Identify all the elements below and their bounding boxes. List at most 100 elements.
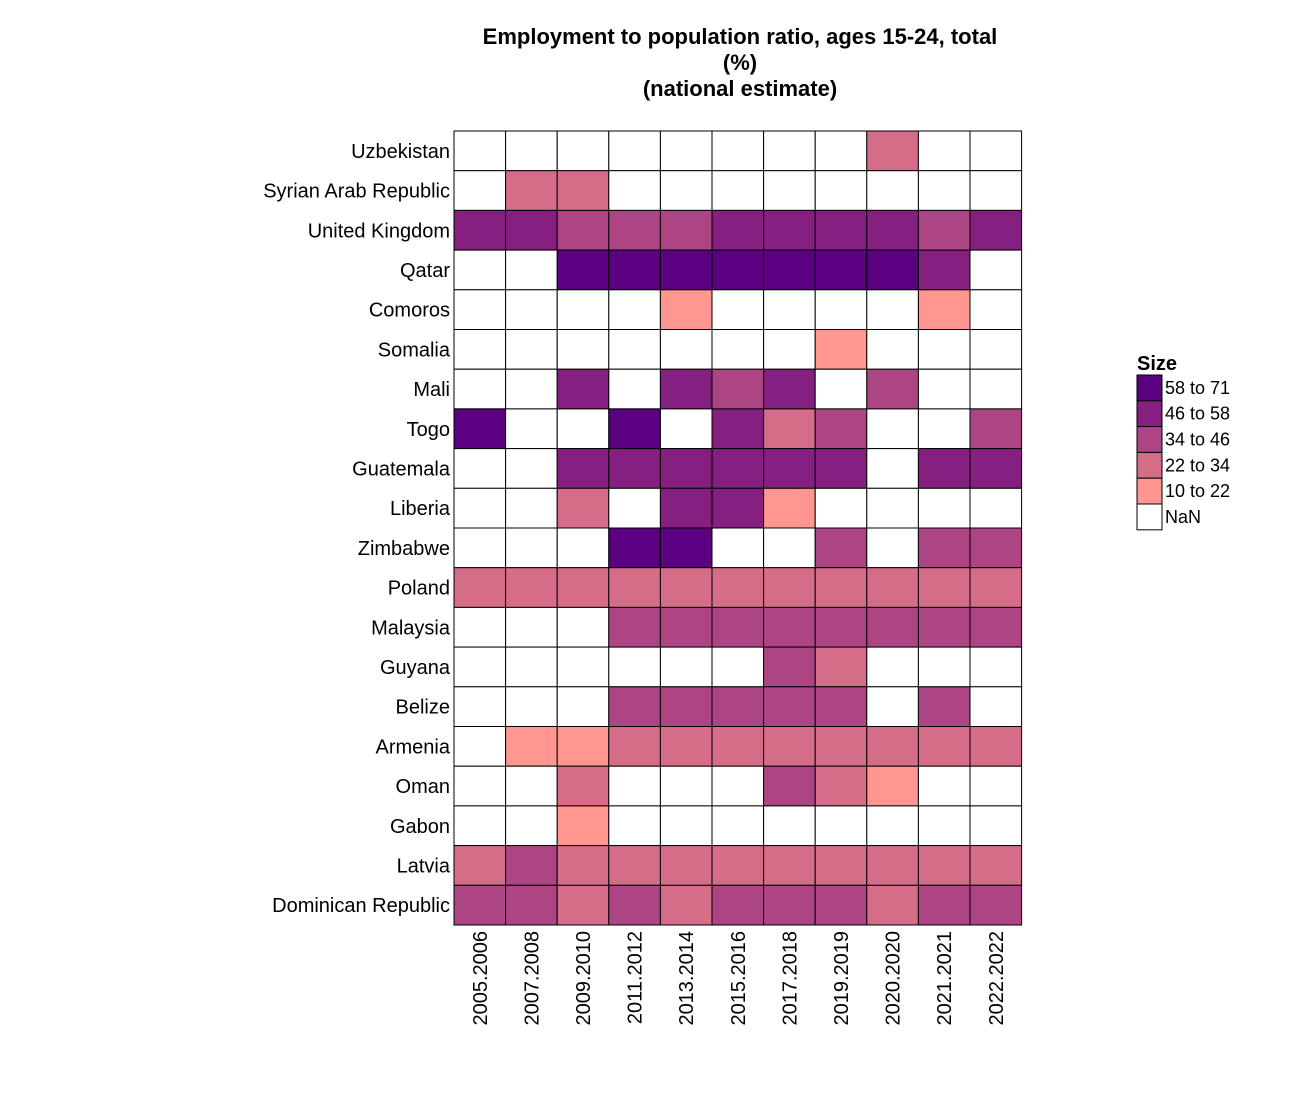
heatmap-cell-syrian-arab-republic-2009-2010 xyxy=(556,170,610,211)
heatmap-cell-dominican-republic-2019-2019 xyxy=(814,884,868,926)
heatmap-cell-qatar-2007-2008 xyxy=(505,249,558,291)
heatmap-cell-malaysia-2007-2008 xyxy=(505,606,558,648)
heatmap-cell-guatemala-2017-2018 xyxy=(763,448,816,489)
heatmap-cell-latvia-2005-2006 xyxy=(453,845,507,886)
heatmap-cell-united-kingdom-2019-2019 xyxy=(814,209,868,251)
legend-swatch-46-to-58 xyxy=(1136,400,1163,428)
heatmap-cell-zimbabwe-2022-2022 xyxy=(969,527,1023,569)
heatmap-cell-togo-2021-2021 xyxy=(917,408,971,450)
heatmap-cell-gabon-2019-2019 xyxy=(814,805,868,847)
heatmap-cell-liberia-2007-2008 xyxy=(505,487,558,529)
heatmap-cell-somalia-2007-2008 xyxy=(505,329,558,370)
heatmap-cell-malaysia-2011-2012 xyxy=(608,606,661,648)
heatmap-cell-liberia-2022-2022 xyxy=(969,487,1023,529)
column-label-2005-2006: 2005.2006 xyxy=(470,931,492,1026)
heatmap-cell-mali-2005-2006 xyxy=(453,368,507,410)
heatmap-cell-qatar-2005-2006 xyxy=(453,249,507,291)
heatmap-cell-togo-2022-2022 xyxy=(969,408,1023,450)
heatmap-cell-mali-2011-2012 xyxy=(608,368,661,410)
heatmap-cell-dominican-republic-2022-2022 xyxy=(969,884,1023,926)
heatmap-cell-poland-2013-2014 xyxy=(659,567,713,608)
heatmap-cell-togo-2013-2014 xyxy=(659,408,713,450)
heatmap-cell-qatar-2017-2018 xyxy=(763,249,816,291)
heatmap-cell-guyana-2017-2018 xyxy=(763,646,816,688)
heatmap-cell-armenia-2019-2019 xyxy=(814,726,868,767)
heatmap-cell-liberia-2021-2021 xyxy=(917,487,971,529)
heatmap-cell-somalia-2013-2014 xyxy=(659,329,713,370)
heatmap-cell-mali-2022-2022 xyxy=(969,368,1023,410)
heatmap-cell-poland-2021-2021 xyxy=(917,567,971,608)
heatmap-cell-gabon-2022-2022 xyxy=(969,805,1023,847)
heatmap-cell-comoros-2009-2010 xyxy=(556,289,610,330)
heatmap-cell-uzbekistan-2009-2010 xyxy=(556,130,610,172)
heatmap-cell-liberia-2020-2020 xyxy=(866,487,919,529)
heatmap-cell-latvia-2020-2020 xyxy=(866,845,919,886)
heatmap-cell-uzbekistan-2020-2020 xyxy=(866,130,919,172)
heatmap-cell-oman-2017-2018 xyxy=(763,765,816,807)
row-label-dominican-republic: Dominican Republic xyxy=(272,895,450,917)
legend-label-22-to-34: 22 to 34 xyxy=(1165,455,1230,475)
heatmap-cell-zimbabwe-2009-2010 xyxy=(556,527,610,569)
heatmap-cell-syrian-arab-republic-2021-2021 xyxy=(917,170,971,211)
row-label-poland: Poland xyxy=(388,578,450,600)
heatmap-cell-dominican-republic-2017-2018 xyxy=(763,884,816,926)
legend-swatch-22-to-34 xyxy=(1136,451,1163,479)
legend-label-10-to-22: 10 to 22 xyxy=(1165,481,1230,501)
row-label-liberia: Liberia xyxy=(390,498,451,520)
heatmap-cell-togo-2017-2018 xyxy=(763,408,816,450)
heatmap-cell-syrian-arab-republic-2011-2012 xyxy=(608,170,661,211)
heatmap-cell-zimbabwe-2019-2019 xyxy=(814,527,868,569)
heatmap-cell-togo-2005-2006 xyxy=(453,408,507,450)
heatmap-cell-united-kingdom-2017-2018 xyxy=(763,209,816,251)
heatmap-cell-armenia-2009-2010 xyxy=(556,726,610,767)
column-label-2009-2010: 2009.2010 xyxy=(573,931,595,1026)
heatmap-cell-zimbabwe-2011-2012 xyxy=(608,527,661,569)
heatmap-cell-malaysia-2017-2018 xyxy=(763,606,816,648)
heatmap-cell-togo-2007-2008 xyxy=(505,408,558,450)
heatmap-cell-gabon-2011-2012 xyxy=(608,805,661,847)
heatmap-cell-dominican-republic-2013-2014 xyxy=(659,884,713,926)
column-label-2021-2021: 2021.2021 xyxy=(934,931,956,1026)
heatmap-cell-zimbabwe-2005-2006 xyxy=(453,527,507,569)
heatmap-cell-belize-2017-2018 xyxy=(763,686,816,727)
heatmap-cell-armenia-2007-2008 xyxy=(505,726,558,767)
heatmap-cell-somalia-2020-2020 xyxy=(866,329,919,370)
heatmap-cell-qatar-2022-2022 xyxy=(969,249,1023,291)
heatmap-cell-somalia-2011-2012 xyxy=(608,329,661,370)
heatmap-cell-syrian-arab-republic-2017-2018 xyxy=(763,170,816,211)
heatmap-cell-latvia-2009-2010 xyxy=(556,845,610,886)
heatmap-cell-guatemala-2021-2021 xyxy=(917,448,971,489)
legend-swatch-58-to-71 xyxy=(1136,374,1163,402)
heatmap-cell-armenia-2005-2006 xyxy=(453,726,507,767)
heatmap-cell-mali-2020-2020 xyxy=(866,368,919,410)
column-label-2019-2019: 2019.2019 xyxy=(831,931,853,1026)
heatmap-cell-mali-2013-2014 xyxy=(659,368,713,410)
heatmap-cell-liberia-2005-2006 xyxy=(453,487,507,529)
heatmap-cell-syrian-arab-republic-2020-2020 xyxy=(866,170,919,211)
heatmap-cell-poland-2020-2020 xyxy=(866,567,919,608)
heatmap-cell-dominican-republic-2021-2021 xyxy=(917,884,971,926)
heatmap-cell-guatemala-2013-2014 xyxy=(659,448,713,489)
heatmap-cell-zimbabwe-2013-2014 xyxy=(659,527,713,569)
heatmap-cell-comoros-2021-2021 xyxy=(917,289,971,330)
heatmap-cell-uzbekistan-2022-2022 xyxy=(969,130,1023,172)
row-label-gabon: Gabon xyxy=(390,816,450,838)
row-label-comoros: Comoros xyxy=(369,300,450,322)
heatmap-cell-guyana-2021-2021 xyxy=(917,646,971,688)
heatmap-cell-guatemala-2019-2019 xyxy=(814,448,868,489)
heatmap-cell-zimbabwe-2017-2018 xyxy=(763,527,816,569)
heatmap-cell-qatar-2021-2021 xyxy=(917,249,971,291)
heatmap-cell-somalia-2015-2016 xyxy=(711,329,765,370)
heatmap-cell-gabon-2021-2021 xyxy=(917,805,971,847)
heatmap-cell-mali-2015-2016 xyxy=(711,368,765,410)
heatmap-cell-malaysia-2015-2016 xyxy=(711,606,765,648)
heatmap-cell-belize-2021-2021 xyxy=(917,686,971,727)
heatmap-cell-malaysia-2009-2010 xyxy=(556,606,610,648)
heatmap-cell-qatar-2011-2012 xyxy=(608,249,661,291)
heatmap-cell-qatar-2019-2019 xyxy=(814,249,868,291)
heatmap-cell-dominican-republic-2005-2006 xyxy=(453,884,507,926)
heatmap-cell-belize-2011-2012 xyxy=(608,686,661,727)
legend-title: Size xyxy=(1137,353,1177,375)
heatmap-cell-zimbabwe-2020-2020 xyxy=(866,527,919,569)
heatmap-cell-somalia-2005-2006 xyxy=(453,329,507,370)
